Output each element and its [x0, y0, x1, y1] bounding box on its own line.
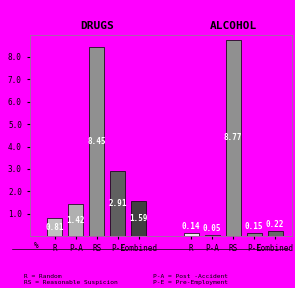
Text: ALCOHOL: ALCOHOL [210, 21, 257, 31]
Bar [226, 40, 241, 236]
Bar [205, 235, 219, 236]
Text: 0.14: 0.14 [182, 222, 201, 231]
Text: %: % [34, 241, 38, 251]
Text: DRUGS: DRUGS [80, 21, 114, 31]
Text: R = Random
RS = Reasonable Suspicion: R = Random RS = Reasonable Suspicion [24, 274, 117, 285]
Bar [184, 233, 199, 236]
Text: 2.91: 2.91 [109, 199, 127, 208]
Text: 0.22: 0.22 [266, 220, 284, 230]
Bar [47, 218, 62, 236]
Bar [68, 204, 83, 236]
Text: 8.77: 8.77 [224, 133, 242, 143]
Bar [110, 171, 125, 236]
Text: 0.81: 0.81 [45, 223, 64, 232]
Bar [131, 200, 146, 236]
Text: 0.15: 0.15 [245, 222, 263, 231]
Bar [268, 231, 283, 236]
Text: P-A = Post -Accident
P-E = Pre-Employment: P-A = Post -Accident P-E = Pre-Employmen… [153, 274, 228, 285]
Text: 1.59: 1.59 [130, 214, 148, 223]
Bar [89, 47, 104, 236]
Text: 8.45: 8.45 [87, 137, 106, 146]
Bar [247, 233, 262, 236]
Text: 1.42: 1.42 [66, 216, 85, 225]
Text: 0.05: 0.05 [203, 224, 222, 233]
